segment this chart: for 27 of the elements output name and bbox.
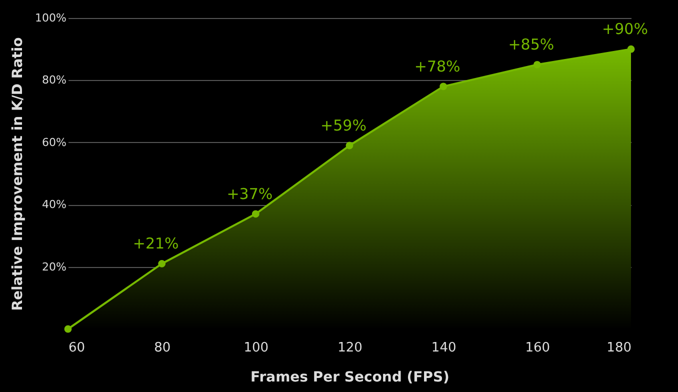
x-axis-title: Frames Per Second (FPS) <box>250 370 450 386</box>
x-tick-label: 60 <box>68 340 86 356</box>
y-tick-label: 40% <box>42 198 66 212</box>
data-label: +90% <box>602 20 648 38</box>
data-label: +21% <box>132 234 179 253</box>
point <box>252 210 260 218</box>
point <box>440 82 448 90</box>
y-tick-label: 60% <box>42 136 66 149</box>
point <box>158 260 166 268</box>
y-tick-label: 100% <box>35 12 66 24</box>
point <box>533 60 541 68</box>
x-tick-label: 100 <box>244 340 269 356</box>
x-tick-label: 80 <box>154 340 171 356</box>
y-axis-title: Relative Improvement in K/D Ratio <box>10 36 26 311</box>
y-tick-label: 20% <box>42 260 66 274</box>
data-label: +37% <box>226 184 273 203</box>
y-tick-label: 80% <box>42 74 66 87</box>
data-label: +85% <box>508 36 554 54</box>
x-tick-label: 160 <box>525 340 550 356</box>
point <box>346 142 354 150</box>
data-label: +59% <box>320 116 366 135</box>
x-tick-label: 120 <box>338 340 362 356</box>
x-tick-label: 140 <box>431 340 456 356</box>
data-label: +78% <box>414 57 460 76</box>
point <box>64 325 72 333</box>
point <box>627 45 635 53</box>
x-tick-label: 180 <box>606 340 632 356</box>
